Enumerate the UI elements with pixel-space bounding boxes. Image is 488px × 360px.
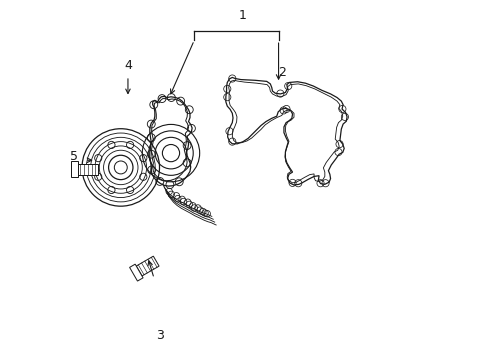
PathPatch shape	[136, 256, 159, 276]
PathPatch shape	[129, 264, 143, 281]
Text: 4: 4	[124, 59, 132, 72]
Text: 5: 5	[70, 150, 78, 163]
Text: 2: 2	[278, 66, 286, 79]
Text: 3: 3	[156, 329, 164, 342]
Text: 1: 1	[238, 9, 246, 22]
PathPatch shape	[71, 161, 78, 177]
PathPatch shape	[78, 163, 98, 175]
